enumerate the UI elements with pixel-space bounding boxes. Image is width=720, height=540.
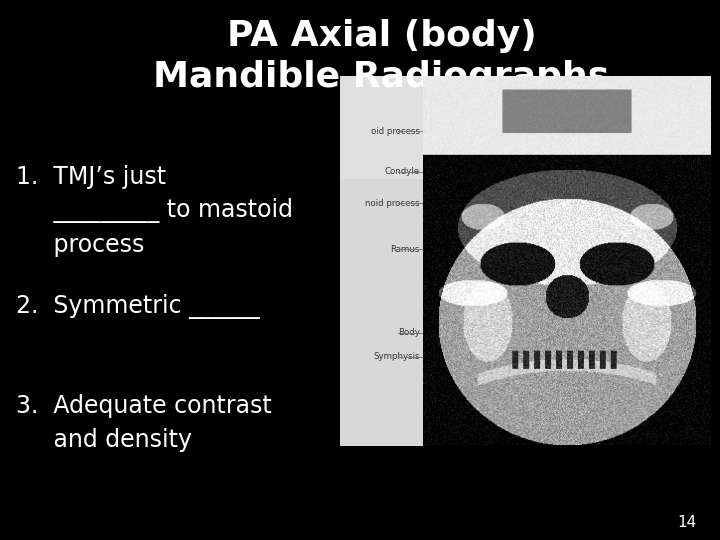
Bar: [340, 76, 711, 179]
Text: Ramus: Ramus: [390, 245, 420, 254]
Text: 3.  Adequate contrast
     and density: 3. Adequate contrast and density: [16, 394, 271, 451]
Text: oid process: oid process: [371, 126, 420, 136]
Text: Condyle: Condyle: [384, 167, 420, 176]
Text: Body: Body: [398, 328, 420, 337]
Text: 1.  TMJ’s just
     _________ to mastoid
     process: 1. TMJ’s just _________ to mastoid proce…: [16, 165, 293, 256]
Bar: [340, 76, 423, 446]
Text: PA Axial (body)
Mandible Radiographs: PA Axial (body) Mandible Radiographs: [153, 19, 610, 93]
Text: 14: 14: [678, 515, 697, 530]
Text: Symphysis: Symphysis: [373, 352, 420, 361]
Text: noid process: noid process: [365, 199, 420, 208]
Text: 2.  Symmetric ______: 2. Symmetric ______: [16, 294, 259, 319]
